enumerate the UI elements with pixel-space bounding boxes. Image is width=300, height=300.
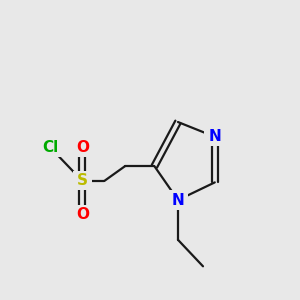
FancyBboxPatch shape bbox=[205, 127, 225, 146]
Text: N: N bbox=[172, 193, 184, 208]
FancyBboxPatch shape bbox=[168, 190, 188, 210]
FancyBboxPatch shape bbox=[73, 137, 92, 157]
Text: O: O bbox=[76, 207, 89, 222]
FancyBboxPatch shape bbox=[38, 137, 62, 157]
Text: O: O bbox=[76, 140, 89, 154]
FancyBboxPatch shape bbox=[73, 205, 92, 224]
FancyBboxPatch shape bbox=[73, 171, 92, 190]
Text: Cl: Cl bbox=[42, 140, 58, 154]
Text: S: S bbox=[77, 173, 88, 188]
Text: N: N bbox=[208, 129, 221, 144]
